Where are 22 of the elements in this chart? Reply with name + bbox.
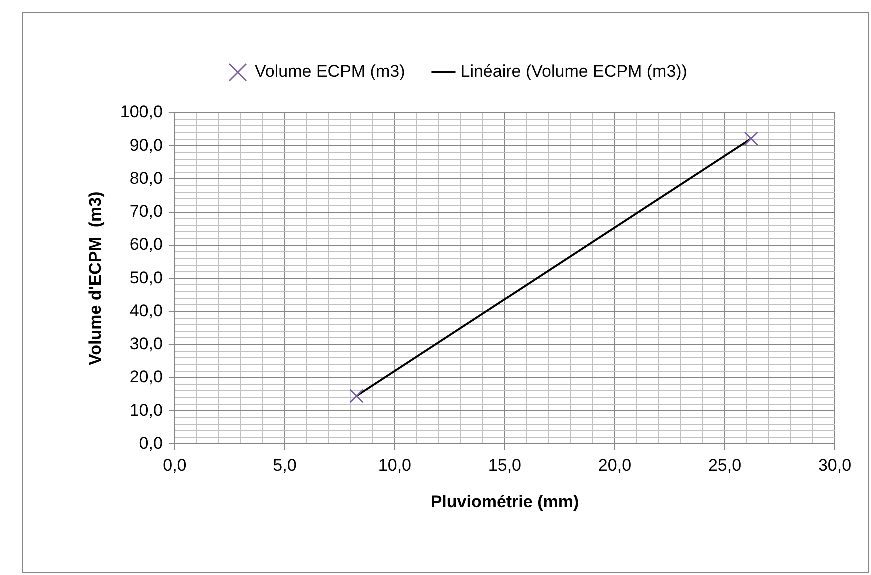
- y-tick-label: 20,0: [130, 368, 163, 387]
- x-tick-label: 20,0: [598, 456, 632, 476]
- x-tick-label: 15,0: [488, 456, 522, 476]
- x-tick-label: 25,0: [708, 456, 742, 476]
- y-tick-label: 100,0: [120, 102, 163, 122]
- y-tick-label: 70,0: [130, 202, 163, 222]
- x-tick-label: 30,0: [818, 456, 852, 476]
- y-tick-label: 80,0: [130, 168, 163, 188]
- y-tick-label: 50,0: [130, 268, 163, 288]
- legend-label: Volume ECPM (m3): [255, 62, 406, 82]
- y-tick-label: 90,0: [130, 136, 163, 155]
- x-tick-label: 0,0: [163, 456, 187, 476]
- y-tick-label: 0,0: [139, 434, 163, 453]
- y-tick-label: 40,0: [130, 301, 163, 320]
- y-axis-title: Volume d'ECPM (m3): [86, 192, 105, 366]
- x-tick-label: 10,0: [378, 456, 412, 476]
- legend-label: Linéaire (Volume ECPM (m3)): [460, 62, 688, 82]
- y-tick-label: 30,0: [130, 334, 163, 354]
- y-tick-label: 60,0: [130, 235, 163, 254]
- x-tick-label: 5,0: [273, 456, 297, 476]
- y-tick-label: 10,0: [130, 400, 163, 420]
- x-axis-title: Pluviométrie (mm): [430, 492, 580, 512]
